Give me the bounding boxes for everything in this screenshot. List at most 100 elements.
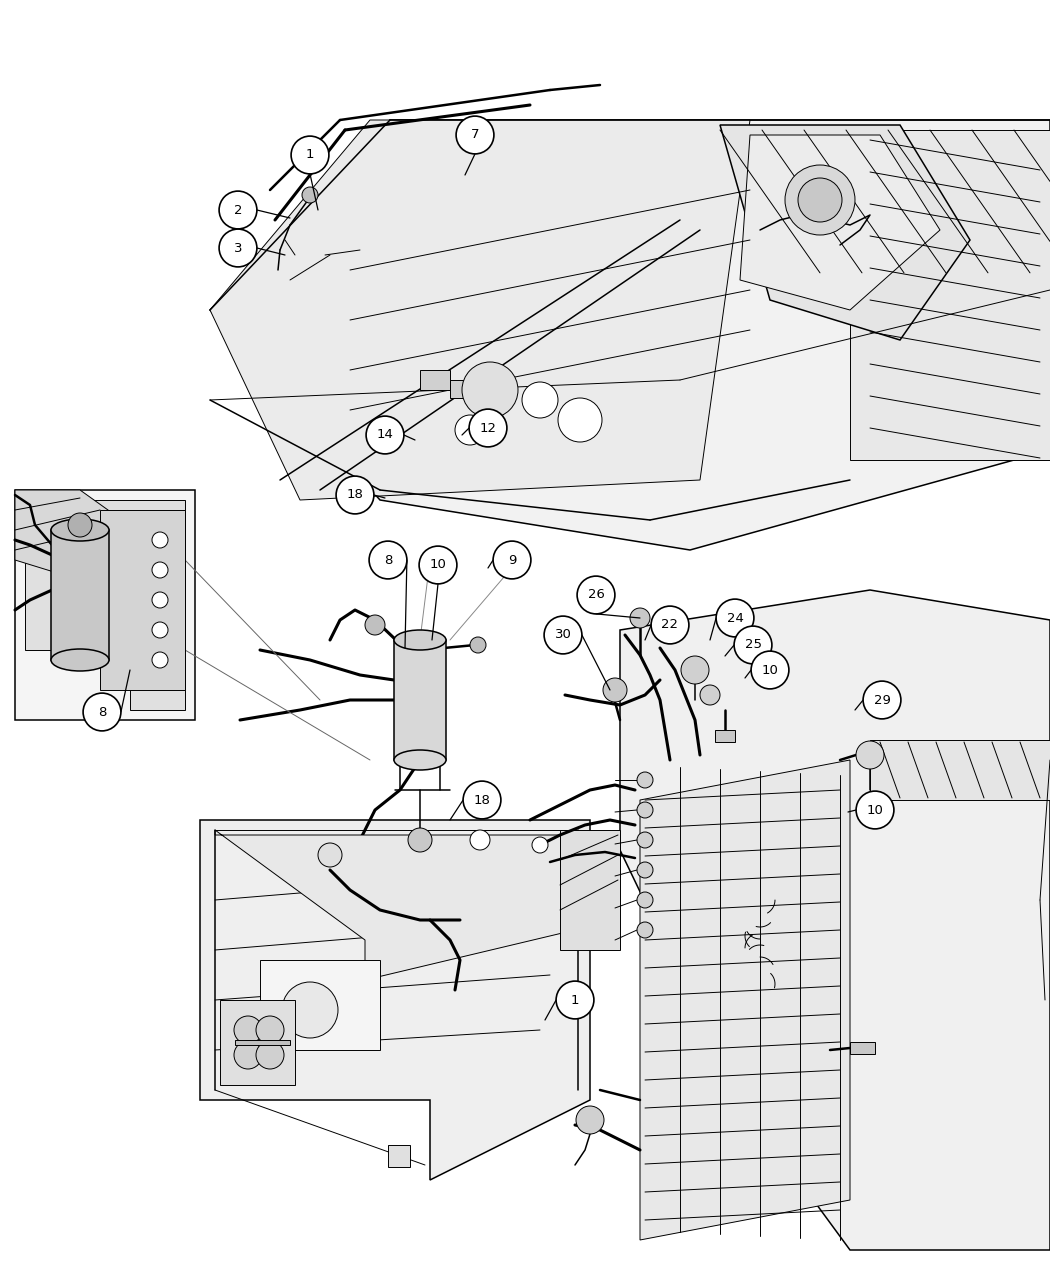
- Polygon shape: [260, 960, 380, 1051]
- Circle shape: [556, 980, 594, 1019]
- Text: 22: 22: [662, 618, 678, 631]
- Circle shape: [291, 136, 329, 173]
- Text: 29: 29: [874, 694, 890, 706]
- Bar: [450, 380, 475, 398]
- Circle shape: [470, 638, 486, 653]
- Bar: [388, 1145, 410, 1167]
- Circle shape: [456, 116, 493, 154]
- Text: 26: 26: [588, 589, 605, 602]
- Circle shape: [282, 982, 338, 1038]
- Circle shape: [152, 652, 168, 668]
- Text: 9: 9: [508, 553, 517, 566]
- Polygon shape: [210, 120, 750, 500]
- Text: 10: 10: [429, 558, 446, 571]
- Ellipse shape: [51, 519, 109, 541]
- Circle shape: [83, 694, 121, 731]
- Circle shape: [256, 1040, 284, 1068]
- Polygon shape: [25, 500, 185, 710]
- Circle shape: [365, 615, 385, 635]
- Circle shape: [603, 678, 627, 703]
- Circle shape: [856, 741, 884, 769]
- Circle shape: [651, 606, 689, 644]
- Circle shape: [302, 187, 318, 203]
- Bar: [235, 1040, 290, 1045]
- Circle shape: [494, 541, 531, 579]
- Bar: [420, 370, 450, 390]
- Polygon shape: [15, 490, 150, 580]
- Text: 24: 24: [727, 612, 743, 625]
- Circle shape: [700, 685, 720, 705]
- Circle shape: [798, 179, 842, 222]
- Circle shape: [152, 592, 168, 608]
- Circle shape: [152, 622, 168, 638]
- Circle shape: [462, 362, 518, 418]
- Polygon shape: [620, 590, 1050, 1250]
- Circle shape: [469, 409, 507, 448]
- Circle shape: [419, 546, 457, 584]
- Bar: [51, 530, 109, 660]
- Text: 8: 8: [98, 705, 106, 719]
- Circle shape: [637, 771, 653, 788]
- Circle shape: [366, 416, 404, 454]
- Circle shape: [318, 843, 342, 867]
- Polygon shape: [210, 120, 1050, 550]
- Bar: [394, 640, 446, 760]
- Text: 18: 18: [474, 793, 490, 807]
- Polygon shape: [200, 820, 590, 1179]
- Text: 3: 3: [234, 241, 243, 255]
- Circle shape: [856, 790, 894, 829]
- Polygon shape: [15, 490, 195, 720]
- Circle shape: [716, 599, 754, 638]
- Circle shape: [234, 1016, 262, 1044]
- Text: 14: 14: [377, 428, 394, 441]
- Circle shape: [463, 782, 501, 819]
- Polygon shape: [220, 1000, 295, 1085]
- Circle shape: [863, 681, 901, 719]
- Circle shape: [532, 836, 548, 853]
- Text: 12: 12: [480, 422, 497, 435]
- Text: 18: 18: [346, 488, 363, 501]
- Polygon shape: [870, 740, 1050, 799]
- Text: 1: 1: [306, 148, 314, 162]
- Ellipse shape: [394, 630, 446, 650]
- Circle shape: [578, 576, 615, 613]
- Polygon shape: [720, 125, 970, 340]
- Circle shape: [336, 476, 374, 514]
- Circle shape: [637, 833, 653, 848]
- Circle shape: [152, 562, 168, 578]
- Circle shape: [558, 398, 602, 442]
- Circle shape: [630, 608, 650, 629]
- Circle shape: [408, 827, 432, 852]
- Circle shape: [68, 513, 92, 537]
- Circle shape: [219, 191, 257, 230]
- Ellipse shape: [394, 750, 446, 770]
- Polygon shape: [100, 510, 185, 690]
- Polygon shape: [850, 130, 1050, 460]
- Circle shape: [681, 657, 709, 683]
- Circle shape: [234, 1040, 262, 1068]
- Text: 7: 7: [470, 129, 479, 142]
- Circle shape: [219, 230, 257, 266]
- Circle shape: [470, 830, 490, 850]
- Circle shape: [544, 616, 582, 654]
- Circle shape: [751, 652, 789, 688]
- Text: 1: 1: [571, 993, 580, 1006]
- Circle shape: [637, 892, 653, 908]
- Circle shape: [152, 532, 168, 548]
- Circle shape: [370, 541, 407, 579]
- Ellipse shape: [51, 649, 109, 671]
- Polygon shape: [560, 830, 619, 950]
- Text: 25: 25: [744, 639, 761, 652]
- Circle shape: [256, 1016, 284, 1044]
- Circle shape: [455, 414, 485, 445]
- Text: 30: 30: [554, 629, 571, 641]
- Polygon shape: [640, 760, 850, 1241]
- Circle shape: [637, 862, 653, 878]
- Text: 10: 10: [761, 663, 778, 677]
- Bar: [715, 731, 735, 742]
- Text: 2: 2: [234, 204, 243, 217]
- Circle shape: [637, 922, 653, 938]
- Bar: [850, 1042, 875, 1054]
- Text: 10: 10: [866, 803, 883, 816]
- Circle shape: [576, 1105, 604, 1133]
